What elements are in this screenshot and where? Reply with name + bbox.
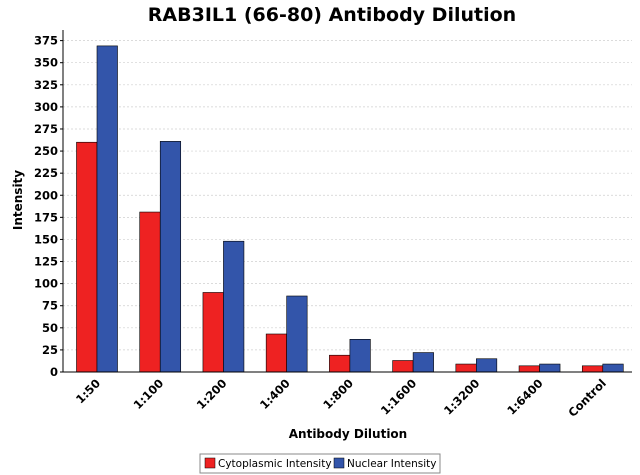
y-tick-label: 125: [34, 255, 58, 269]
x-tick-label: 1:1600: [378, 376, 419, 417]
y-axis-label: Intensity: [11, 170, 25, 230]
x-tick-label: 1:800: [320, 376, 356, 412]
bar-nuclear-2: [223, 240, 245, 373]
y-tick-label: 150: [34, 232, 58, 246]
y-tick-label: 50: [42, 321, 58, 335]
bar-nuclear-5: [412, 352, 434, 373]
x-tick-label: 1:6400: [504, 376, 545, 417]
bar-nuclear-3: [286, 295, 308, 373]
legend-swatch-nuclear: [333, 457, 345, 469]
chart-title: RAB3IL1 (66-80) Antibody Dilution: [148, 4, 516, 26]
bar-cytoplasmic-2: [202, 292, 224, 373]
y-tick-label: 200: [34, 188, 58, 202]
bar-cytoplasmic-7: [518, 365, 540, 373]
legend-swatch-cytoplasmic: [204, 457, 216, 469]
bars: [76, 45, 624, 373]
x-tick-label: 1:100: [131, 376, 167, 412]
x-tick-label: 1:200: [194, 376, 230, 412]
y-tick-label: 225: [34, 166, 58, 180]
y-tick-label: 175: [34, 210, 58, 224]
bar-cytoplasmic-1: [139, 211, 161, 373]
legend-label-nuclear: Nuclear Intensity: [347, 458, 436, 470]
bar-cytoplasmic-8: [581, 365, 604, 373]
x-tick-label: 1:400: [257, 376, 293, 412]
x-tick-labels: 1:50 1:100 1:200 1:400 1:800 1:1600 1:3200 1:64…: [73, 376, 609, 420]
x-axis-label: Antibody Dilution: [289, 427, 407, 441]
x-tick-label: Control: [565, 376, 609, 420]
y-tick-label: 325: [34, 78, 58, 92]
y-tick-label: 300: [34, 100, 58, 114]
y-tick-label: 250: [34, 144, 58, 158]
y-tick-label: 75: [42, 299, 58, 313]
y-tick-label: 100: [34, 277, 58, 291]
bar-nuclear-0: [96, 45, 118, 373]
bar-nuclear-7: [539, 363, 561, 373]
y-tick-label: 375: [34, 34, 58, 48]
bar-cytoplasmic-0: [76, 141, 98, 373]
bar-cytoplasmic-4: [329, 354, 351, 373]
bar-nuclear-1: [159, 141, 182, 373]
y-tick-label: 275: [34, 122, 58, 136]
x-tick-label: 1:50: [73, 376, 103, 406]
legend-box: [199, 453, 441, 474]
gridlines: [63, 40, 632, 351]
bar-nuclear-4: [349, 339, 371, 373]
y-tick-label: 25: [42, 343, 58, 357]
bar-cytoplasmic-3: [265, 333, 287, 373]
legend: Cytoplasmic Intensity Nuclear Intensity: [199, 453, 441, 474]
bar-nuclear-6: [476, 358, 498, 373]
y-tick-label: 0: [50, 365, 58, 379]
bar-cytoplasmic-6: [455, 363, 477, 373]
bar-nuclear-8: [602, 363, 624, 373]
legend-label-cytoplasmic: Cytoplasmic Intensity: [218, 458, 332, 470]
y-tick-labels: 0 25 50 75 100 125 150 175 200 225 250 275 300 325 350…: [34, 34, 63, 379]
bar-cytoplasmic-5: [392, 360, 414, 373]
x-tick-label: 1:3200: [441, 376, 482, 417]
y-tick-label: 350: [34, 56, 58, 70]
